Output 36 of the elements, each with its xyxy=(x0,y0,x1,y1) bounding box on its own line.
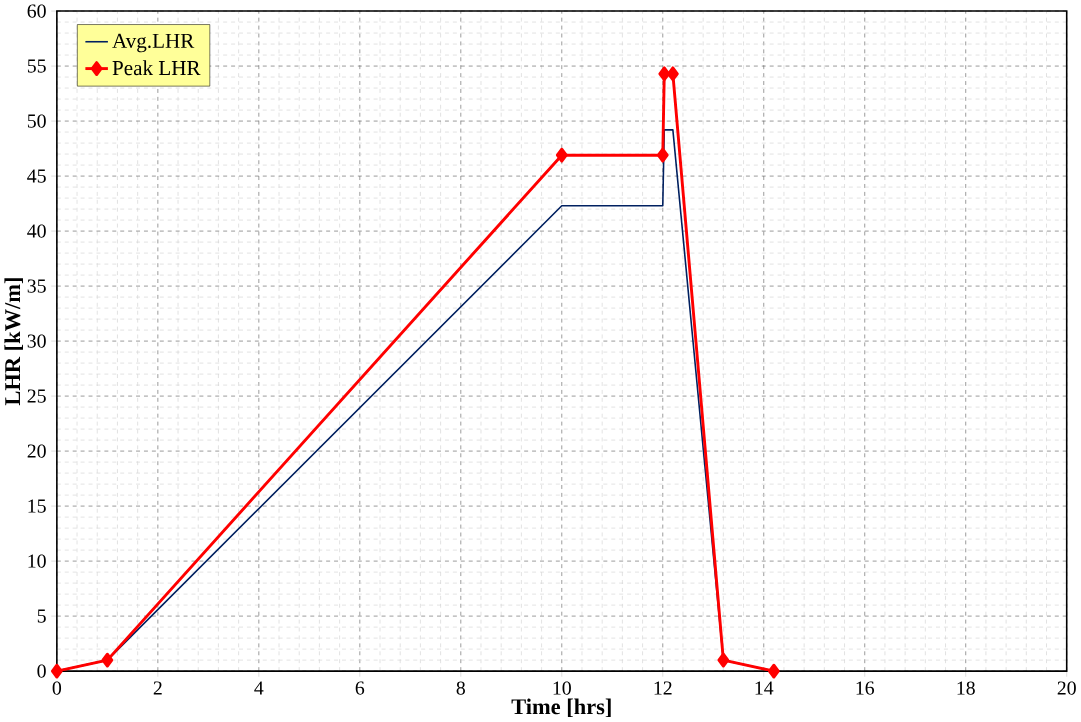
y-tick-label: 15 xyxy=(28,499,46,513)
x-tick-label: 14 xyxy=(755,681,774,695)
point xyxy=(767,663,780,679)
x-tick-label: 2 xyxy=(153,681,162,695)
y-tick-label: 10 xyxy=(28,554,46,569)
point xyxy=(555,148,568,163)
y-tick-label: 5 xyxy=(37,609,46,623)
y-tick-label: 25 xyxy=(27,389,46,403)
x-tick-label: 4 xyxy=(254,681,264,695)
x-tick-label: 16 xyxy=(856,681,875,695)
point xyxy=(101,652,114,668)
point xyxy=(656,148,669,163)
y-tick-label: 50 xyxy=(27,114,46,128)
point xyxy=(717,652,730,668)
y-tick-label: 45 xyxy=(27,169,46,183)
x-tick-label: 0 xyxy=(52,681,62,695)
point xyxy=(50,663,63,679)
y-tick-label: 35 xyxy=(27,279,46,293)
legend-label: Peak LHR xyxy=(112,60,201,76)
y-tick-label: 40 xyxy=(27,224,46,238)
y-tick-label: 30 xyxy=(27,334,46,348)
x-tick-label: 12 xyxy=(654,681,672,695)
x-axis-title: Time [hrs] xyxy=(511,698,611,718)
x-tick-label: 10 xyxy=(553,681,571,695)
y-tick-label: 20 xyxy=(27,444,46,458)
y-tick-label: 60 xyxy=(27,4,46,18)
y-axis-title: LHR [kW/m] xyxy=(4,278,23,406)
x-tick-label: 8 xyxy=(456,681,465,695)
point xyxy=(658,66,671,82)
x-tick-label: 20 xyxy=(1057,681,1076,695)
legend-label: Avg.LHR xyxy=(112,34,195,53)
y-tick-label: 55 xyxy=(27,59,46,73)
x-tick-label: 18 xyxy=(957,681,975,695)
y-tick-label: 0 xyxy=(37,664,46,679)
x-tick-label: 6 xyxy=(355,681,365,695)
point xyxy=(666,66,679,82)
